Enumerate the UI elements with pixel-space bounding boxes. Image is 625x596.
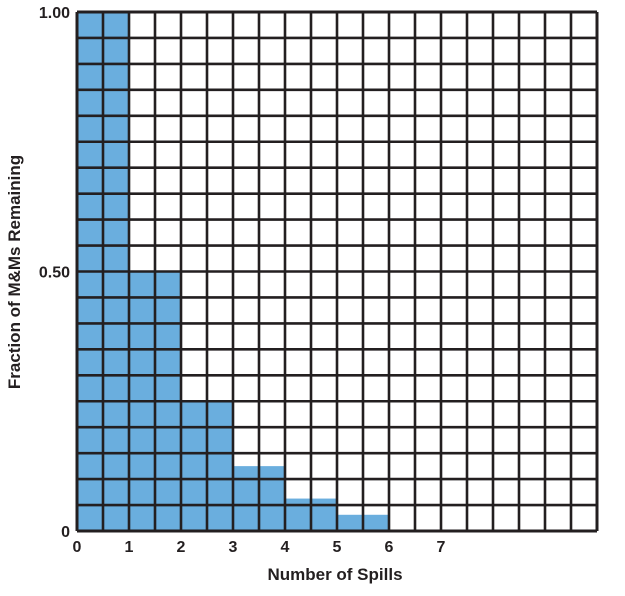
x-tick-label: 0 <box>73 539 82 556</box>
x-tick-label: 6 <box>385 539 394 556</box>
x-tick-label: 5 <box>333 539 342 556</box>
x-tick-label: 1 <box>125 539 134 556</box>
y-tick-labels: 0 0.50 1.00 <box>39 5 70 541</box>
y-tick-label: 0.50 <box>39 265 70 282</box>
y-axis-label: Fraction of M&Ms Remaining <box>5 155 24 389</box>
x-axis-label: Number of Spills <box>267 565 402 584</box>
x-tick-label: 7 <box>437 539 446 556</box>
y-tick-label: 1.00 <box>39 5 70 22</box>
x-tick-label: 4 <box>281 539 290 556</box>
x-tick-labels: 0 1 2 3 4 5 6 7 <box>73 539 446 556</box>
grid-layer <box>75 10 599 533</box>
x-tick-label: 3 <box>229 539 238 556</box>
y-tick-label: 0 <box>61 524 70 541</box>
x-tick-label: 2 <box>177 539 186 556</box>
